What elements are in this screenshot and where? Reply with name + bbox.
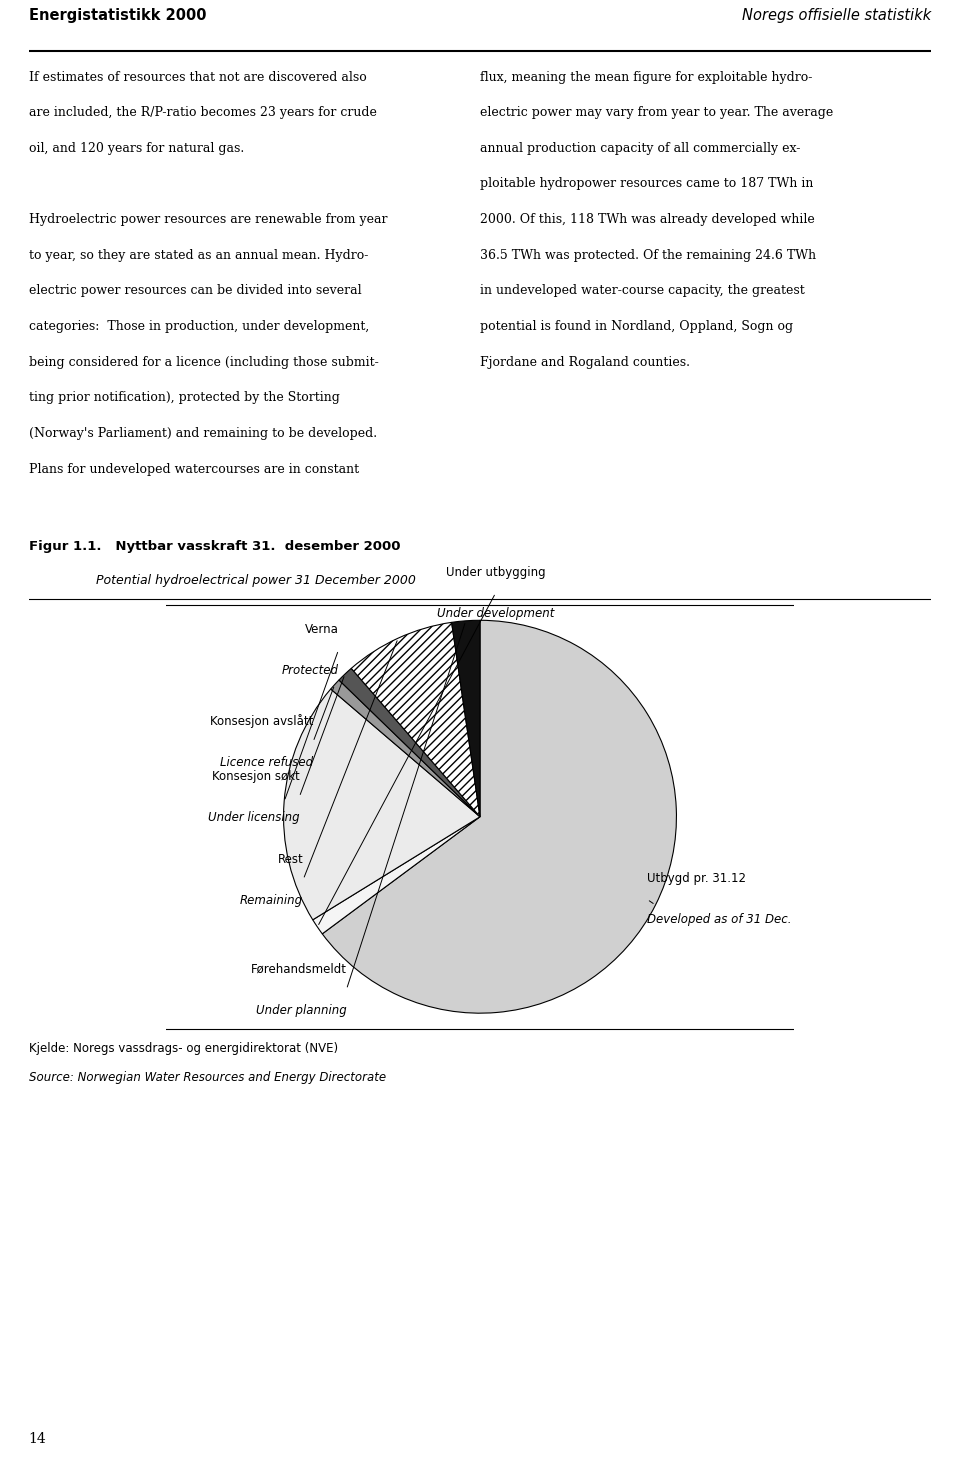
Text: Licence refused: Licence refused [220, 756, 313, 769]
Text: to year, so they are stated as an annual mean. Hydro-: to year, so they are stated as an annual… [29, 249, 369, 262]
Text: categories:  Those in production, under development,: categories: Those in production, under d… [29, 319, 369, 333]
Text: Potential hydroelectrical power 31 December 2000: Potential hydroelectrical power 31 Decem… [96, 574, 417, 586]
Wedge shape [283, 689, 480, 920]
Text: Konsesjon avslått: Konsesjon avslått [209, 713, 313, 728]
Wedge shape [313, 817, 480, 933]
Text: annual production capacity of all commercially ex-: annual production capacity of all commer… [480, 142, 801, 155]
Text: Under development: Under development [437, 607, 555, 620]
Text: Utbygd pr. 31.12: Utbygd pr. 31.12 [647, 872, 746, 885]
Text: potential is found in Nordland, Oppland, Sogn og: potential is found in Nordland, Oppland,… [480, 319, 793, 333]
Text: Plans for undeveloped watercourses are in constant: Plans for undeveloped watercourses are i… [29, 463, 359, 476]
Text: Source: Norwegian Water Resources and Energy Directorate: Source: Norwegian Water Resources and En… [29, 1071, 386, 1084]
Text: ploitable hydropower resources came to 187 TWh in: ploitable hydropower resources came to 1… [480, 177, 813, 190]
Text: Kjelde: Noregs vassdrags- og energidirektorat (NVE): Kjelde: Noregs vassdrags- og energidirek… [29, 1042, 338, 1055]
Text: in undeveloped water-course capacity, the greatest: in undeveloped water-course capacity, th… [480, 284, 804, 297]
Wedge shape [339, 668, 480, 817]
Text: flux, meaning the mean figure for exploitable hydro-: flux, meaning the mean figure for exploi… [480, 70, 812, 84]
Text: Developed as of 31 Dec.: Developed as of 31 Dec. [647, 913, 791, 926]
Text: 36.5 TWh was protected. Of the remaining 24.6 TWh: 36.5 TWh was protected. Of the remaining… [480, 249, 816, 262]
Text: If estimates of resources that not are discovered also: If estimates of resources that not are d… [29, 70, 367, 84]
Text: Noregs offisielle statistikk: Noregs offisielle statistikk [742, 9, 931, 23]
Text: Fjordane and Rogaland counties.: Fjordane and Rogaland counties. [480, 356, 690, 369]
Text: Remaining: Remaining [240, 894, 303, 907]
Text: electric power may vary from year to year. The average: electric power may vary from year to yea… [480, 107, 833, 119]
Text: electric power resources can be divided into several: electric power resources can be divided … [29, 284, 361, 297]
Text: Figur 1.1.   Nyttbar vasskraft 31.  desember 2000: Figur 1.1. Nyttbar vasskraft 31. desembe… [29, 541, 400, 554]
Text: Under planning: Under planning [255, 1004, 347, 1017]
Text: Verna: Verna [304, 623, 339, 636]
Text: Under licensing: Under licensing [207, 812, 300, 825]
Text: Energistatistikk 2000: Energistatistikk 2000 [29, 9, 206, 23]
Text: 14: 14 [29, 1431, 46, 1446]
Text: Under utbygging: Under utbygging [445, 565, 545, 579]
Text: oil, and 120 years for natural gas.: oil, and 120 years for natural gas. [29, 142, 244, 155]
Text: (Norway's Parliament) and remaining to be developed.: (Norway's Parliament) and remaining to b… [29, 426, 377, 440]
Text: Førehandsmeldt: Førehandsmeldt [251, 963, 347, 976]
Text: Konsesjon søkt: Konsesjon søkt [211, 771, 300, 784]
Text: Rest: Rest [277, 853, 303, 866]
Wedge shape [451, 620, 480, 817]
Text: ting prior notification), protected by the Storting: ting prior notification), protected by t… [29, 391, 340, 404]
Text: Hydroelectric power resources are renewable from year: Hydroelectric power resources are renewa… [29, 212, 387, 226]
Text: Protected: Protected [281, 664, 339, 677]
Wedge shape [351, 623, 480, 817]
Text: being considered for a licence (including those submit-: being considered for a licence (includin… [29, 356, 378, 369]
Text: are included, the R/P-ratio becomes 23 years for crude: are included, the R/P-ratio becomes 23 y… [29, 107, 376, 119]
Text: 2000. Of this, 118 TWh was already developed while: 2000. Of this, 118 TWh was already devel… [480, 212, 815, 226]
Wedge shape [323, 620, 677, 1014]
Wedge shape [331, 680, 480, 817]
